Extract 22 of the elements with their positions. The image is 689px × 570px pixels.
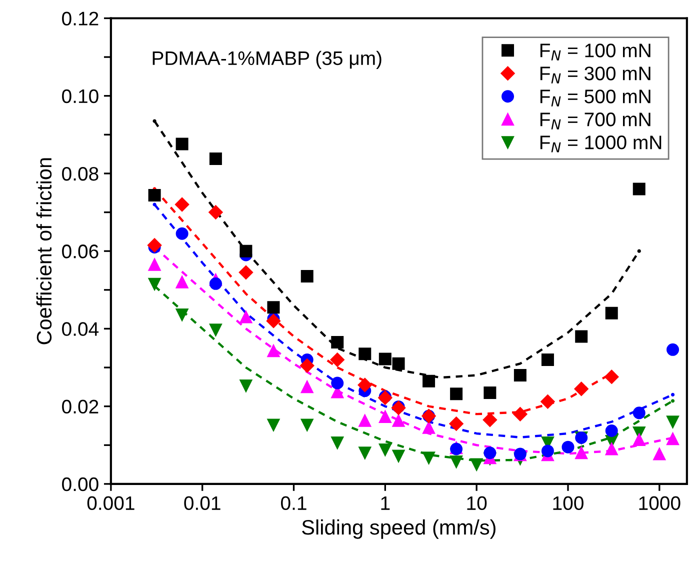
x-tick-label: 10 bbox=[467, 496, 487, 510]
x-tick-label: 0.1 bbox=[281, 496, 306, 510]
legend-label: F$_{N}$ = 500 mN bbox=[540, 90, 650, 106]
legend-label: F$_{N}$ = 700 mN bbox=[540, 112, 650, 130]
x-tick-label: 0.001 bbox=[87, 496, 134, 510]
y-tick-label: 0.10 bbox=[62, 89, 98, 104]
y-axis-title: Coefficient of friction bbox=[36, 158, 52, 344]
annotation: PDMAA-1%MABP (35 μm) bbox=[152, 50, 382, 69]
x-axis-title: Sliding speed (mm/s) bbox=[302, 519, 496, 539]
x-tick-label: 1 bbox=[381, 496, 390, 510]
x-tick-label: 0.01 bbox=[184, 496, 220, 510]
x-tick-label: 1000 bbox=[639, 496, 680, 510]
y-tick-label: 0.00 bbox=[62, 477, 98, 492]
y-tick-label: 0.04 bbox=[62, 322, 99, 336]
y-tick-label: 0.02 bbox=[62, 400, 98, 414]
legend-label: F$_{N}$ = 1000 mN bbox=[540, 136, 662, 152]
y-tick-label: 0.12 bbox=[62, 12, 98, 26]
y-tick-label: 0.06 bbox=[62, 244, 98, 258]
x-tick-label: 100 bbox=[553, 496, 584, 510]
y-tick-label: 0.08 bbox=[62, 166, 98, 181]
legend-label: F$_{N}$ = 300 mN bbox=[540, 66, 650, 84]
legend-label: F$_{N}$ = 100 mN bbox=[540, 44, 650, 60]
